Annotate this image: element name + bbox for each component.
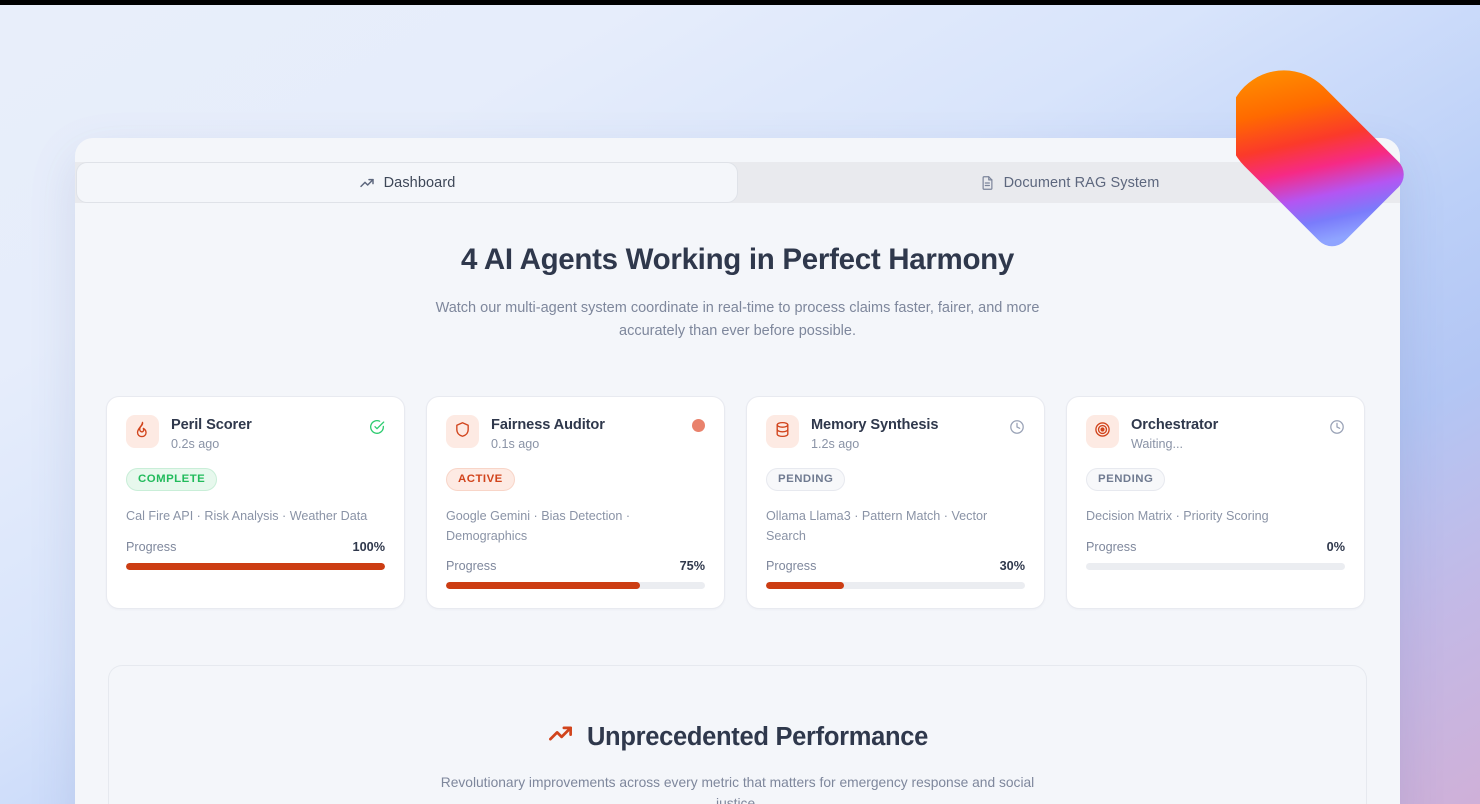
shield-icon xyxy=(454,421,471,443)
status-badge: PENDING xyxy=(1086,468,1166,492)
progress-track xyxy=(1086,563,1345,571)
progress-value: 30% xyxy=(999,559,1025,574)
clock-icon xyxy=(1329,415,1345,440)
agent-cards-row: Peril Scorer 0.2s ago COMPLETE Cal Fire … xyxy=(106,396,1371,609)
agent-identity: Orchestrator Waiting... xyxy=(1131,415,1317,451)
progress-value: 75% xyxy=(679,559,705,574)
agent-card-peril-scorer[interactable]: Peril Scorer 0.2s ago COMPLETE Cal Fire … xyxy=(106,396,405,609)
progress-row: Progress 0% xyxy=(1086,540,1345,554)
agent-name: Peril Scorer xyxy=(171,417,252,433)
progress-value: 0% xyxy=(1326,540,1345,555)
progress-track xyxy=(126,563,385,571)
status-badge: PENDING xyxy=(766,468,846,492)
page-background: Dashboard Document RAG System 4 AI Agent… xyxy=(0,5,1480,804)
tab-dashboard-label: Dashboard xyxy=(383,174,456,191)
progress-label: Progress xyxy=(126,540,177,555)
clock-icon xyxy=(1009,415,1025,440)
progress-row: Progress 30% xyxy=(766,559,1025,573)
agent-timestamp: 0.1s ago xyxy=(491,437,540,452)
progress-fill xyxy=(766,582,844,590)
progress-label: Progress xyxy=(446,559,497,574)
agent-name: Memory Synthesis xyxy=(811,417,939,433)
progress-row: Progress 100% xyxy=(126,540,385,554)
agent-identity: Memory Synthesis 1.2s ago xyxy=(811,415,997,451)
agent-avatar xyxy=(126,415,159,448)
agent-avatar xyxy=(446,415,479,448)
circle-check-icon xyxy=(369,415,385,440)
trending-up-icon xyxy=(359,175,375,191)
agent-timestamp: 1.2s ago xyxy=(811,437,860,452)
status-badge: ACTIVE xyxy=(446,468,515,492)
agent-avatar xyxy=(766,415,799,448)
tab-dashboard[interactable]: Dashboard xyxy=(76,162,738,203)
document-icon xyxy=(980,175,995,191)
agent-card-header: Peril Scorer 0.2s ago xyxy=(126,415,385,451)
agent-tech-list: Decision Matrix · Priority Scoring xyxy=(1086,509,1269,524)
agent-tech-list: Google Gemini · Bias Detection · Demogra… xyxy=(446,509,631,543)
tab-strip: Dashboard Document RAG System xyxy=(75,162,1400,203)
top-black-bar xyxy=(0,0,1480,5)
progress-row: Progress 75% xyxy=(446,559,705,573)
agent-card-header: Orchestrator Waiting... xyxy=(1086,415,1345,451)
progress-fill xyxy=(446,582,641,590)
agent-identity: Fairness Auditor 0.1s ago xyxy=(491,415,680,451)
page-subtitle: Watch our multi-agent system coordinate … xyxy=(435,299,1040,339)
agent-card-orchestrator[interactable]: Orchestrator Waiting... PENDING Decision… xyxy=(1066,396,1365,609)
agent-card-header: Memory Synthesis 1.2s ago xyxy=(766,415,1025,451)
tab-document-rag-label: Document RAG System xyxy=(1003,174,1160,191)
page-title: 4 AI Agents Working in Perfect Harmony xyxy=(460,243,1015,276)
performance-title: Unprecedented Performance xyxy=(109,720,1366,754)
progress-value: 100% xyxy=(352,540,385,555)
progress-fill xyxy=(126,563,385,571)
performance-section: Unprecedented Performance Revolutionary … xyxy=(108,665,1367,804)
agent-timestamp: 0.2s ago xyxy=(171,437,220,452)
performance-subtitle: Revolutionary improvements across every … xyxy=(440,775,1035,804)
status-badge: COMPLETE xyxy=(126,468,218,492)
progress-track xyxy=(446,582,705,590)
agent-timestamp: Waiting... xyxy=(1131,437,1184,452)
agent-name: Fairness Auditor xyxy=(491,417,605,433)
agent-tech-list: Cal Fire API · Risk Analysis · Weather D… xyxy=(126,509,368,524)
pulse-dot-icon xyxy=(692,415,705,432)
agent-avatar xyxy=(1086,415,1119,448)
agent-tech-list: Ollama Llama3 · Pattern Match · Vector S… xyxy=(766,509,988,543)
app-panel: Dashboard Document RAG System 4 AI Agent… xyxy=(75,138,1400,804)
agent-identity: Peril Scorer 0.2s ago xyxy=(171,415,357,451)
progress-track xyxy=(766,582,1025,590)
agent-name: Orchestrator xyxy=(1131,417,1219,433)
flame-icon xyxy=(134,421,151,443)
progress-label: Progress xyxy=(766,559,817,574)
progress-label: Progress xyxy=(1086,540,1137,555)
agent-card-memory-synthesis[interactable]: Memory Synthesis 1.2s ago PENDING Ollama… xyxy=(746,396,1045,609)
agent-card-fairness-auditor[interactable]: Fairness Auditor 0.1s ago ACTIVE Google … xyxy=(426,396,725,609)
target-icon xyxy=(1094,421,1111,443)
hero-section: 4 AI Agents Working in Perfect Harmony W… xyxy=(75,243,1400,343)
tab-document-rag[interactable]: Document RAG System xyxy=(739,162,1400,203)
trending-up-icon xyxy=(547,720,574,754)
database-icon xyxy=(774,421,791,443)
performance-title-text: Unprecedented Performance xyxy=(586,722,929,751)
agent-card-header: Fairness Auditor 0.1s ago xyxy=(446,415,705,451)
